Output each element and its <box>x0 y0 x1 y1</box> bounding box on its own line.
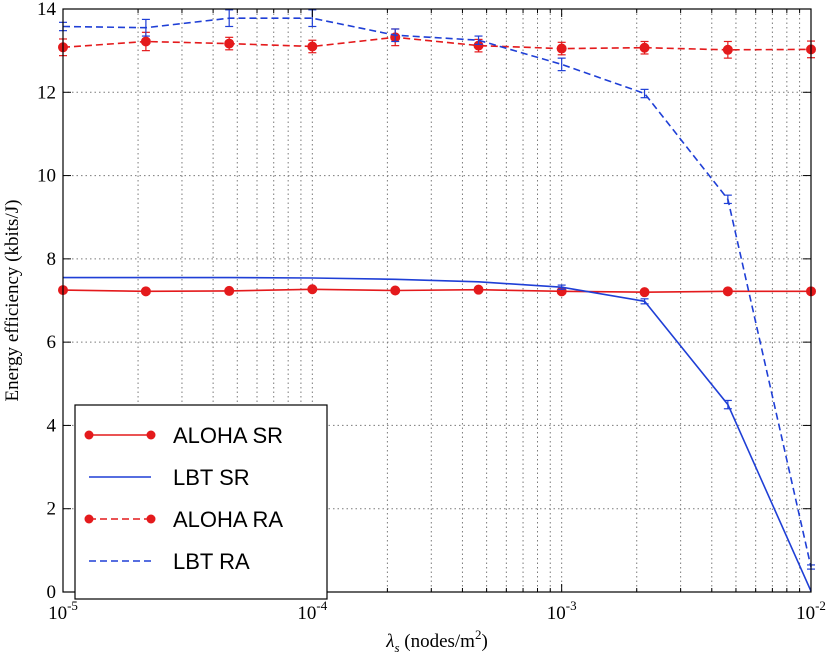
legend-label: ALOHA RA <box>173 507 283 532</box>
data-point <box>722 286 733 297</box>
x-axis-units: (nodes/m <box>400 631 476 652</box>
y-tick-label: 2 <box>47 499 57 520</box>
x-tick-base: 10 <box>796 603 815 624</box>
x-tick-base: 10 <box>297 603 316 624</box>
x-tick-exponent: -2 <box>815 598 826 613</box>
x-tick-label: 10-3 <box>547 598 577 624</box>
x-axis-symbol: λ <box>385 631 394 652</box>
y-tick-label: 6 <box>47 332 57 353</box>
legend-entry-lbt-ra: LBT RA <box>89 549 250 574</box>
legend-entry-lbt-sr: LBT SR <box>89 465 250 490</box>
x-axis-subscript: s <box>394 640 399 655</box>
series-line <box>62 17 812 568</box>
series-lbt-sr <box>63 276 812 592</box>
data-point <box>639 287 650 298</box>
series-aloha-sr <box>58 284 816 298</box>
legend-marker <box>146 430 156 440</box>
legend-marker <box>84 430 94 440</box>
grid <box>63 9 811 592</box>
x-axis-units-exponent: 2 <box>475 627 482 642</box>
data-point <box>224 285 235 296</box>
y-tick-label: 12 <box>37 82 56 103</box>
legend-label: ALOHA SR <box>173 423 283 448</box>
series-line <box>62 288 811 294</box>
legend-entry-aloha-sr: ALOHA SR <box>84 423 283 448</box>
legend: ALOHA SR LBT SR ALOHA RA LBT RA <box>74 404 328 600</box>
legend-label: LBT RA <box>173 549 250 574</box>
y-axis-label: Energy efficiency (kbits/J) <box>2 200 23 402</box>
x-tick-exponent: -5 <box>67 598 78 613</box>
data-point <box>307 284 318 295</box>
data-point <box>224 38 235 49</box>
legend-box <box>74 404 328 600</box>
x-tick-exponent: -4 <box>316 598 327 613</box>
data-point <box>556 43 567 54</box>
data-point <box>639 42 650 53</box>
y-tick-label: 4 <box>47 415 57 436</box>
x-axis-label: λs (nodes/m2) <box>385 627 488 655</box>
x-axis-units-close: ) <box>481 631 487 652</box>
x-tick-label: 10-2 <box>796 598 826 624</box>
y-tick-label: 8 <box>47 249 57 270</box>
x-tick-base: 10 <box>48 603 67 624</box>
legend-marker <box>146 514 156 524</box>
legend-entry-aloha-ra: ALOHA RA <box>84 507 283 532</box>
x-tick-base: 10 <box>547 603 566 624</box>
data-point <box>307 41 318 52</box>
data-point <box>140 286 151 297</box>
y-tick-label: 10 <box>37 166 56 187</box>
x-tick-label: 10-5 <box>48 598 78 624</box>
legend-marker <box>84 514 94 524</box>
data-point <box>140 36 151 47</box>
data-point <box>722 44 733 55</box>
data-point <box>473 284 484 295</box>
x-tick-exponent: -3 <box>566 598 577 613</box>
legend-label: LBT SR <box>173 465 250 490</box>
x-tick-label: 10-4 <box>297 598 327 624</box>
plot-frame <box>62 8 812 593</box>
series-line <box>63 276 812 592</box>
series-layer <box>58 9 816 592</box>
y-tick-label: 0 <box>47 582 57 603</box>
y-tick-label: 14 <box>37 0 57 20</box>
series-line <box>62 36 812 51</box>
data-point <box>390 285 401 296</box>
series-aloha-ra <box>58 28 816 59</box>
